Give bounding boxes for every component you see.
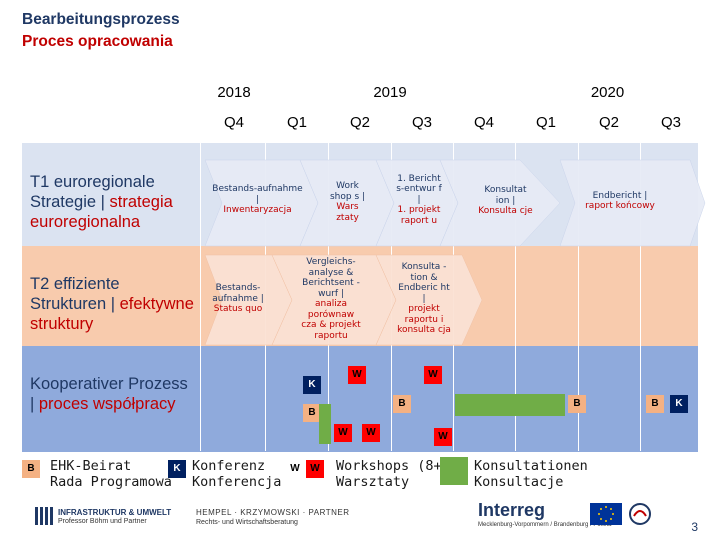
chevron-t1-d-de: Konsultat ion | [484,185,527,206]
row-label-t2: T2 effiziente Strukturen | efektywne str… [30,274,200,334]
eu-flag-icon [590,503,622,525]
logo-interreg: Interreg Mecklenburg-Vorpommern / Brande… [478,500,658,532]
marker-konferenz: K [670,395,688,413]
year-2018-box [205,78,263,108]
chevron-t2-b-pl: analiza porównaw cza & projekt raportu [301,299,361,341]
year-2018: 2018 [217,84,251,101]
euroregion-logo-shape [629,503,651,525]
chevron-t2-a-text: Bestands-aufnahme | Status quo [206,277,270,321]
chevron-t1-a-text: Bestands-aufnahme | Inwentaryzacja [210,180,305,220]
row-label-t1-de: T1 euroregionale Strategie | [30,173,155,211]
column-divider [578,143,579,451]
euroregion-logo-icon [628,502,652,526]
legend-konferenz-text: Konferenz Konferencja [192,458,282,490]
chevron-t1-e-de: Endbericht | [592,190,648,201]
chevron-t1-b-pl: Wars ztaty [336,202,359,223]
quarter-2020-q2: Q2 [598,114,619,131]
row-label-t2-pl: efektywne struktury [30,295,194,333]
chevron-t2-a-de: Bestands-aufnahme | [212,283,264,304]
chevron-t2-c-pl: projekt raportu i konsulta cja [397,304,451,336]
logo-hempel: HEMPEL · KRZYMOWSKI · PARTNER Rechts- un… [196,508,356,530]
marker-konferenz: K [303,376,321,394]
logo-infrastruktur-icon [35,507,53,525]
page-title-de: Bearbeitungsprozess [22,11,180,28]
chevron-t2-b-text: Vergleichs-analyse & Berichtsent -wurf |… [300,250,362,348]
legend-workshop-marker: W [306,460,324,478]
marker-workshop: W [334,424,352,442]
logo-infrastruktur-sub: Professor Böhm und Partner [58,518,147,525]
year-2020-box [517,78,698,108]
chevron-t2-c [375,254,483,346]
marker-beirat: B [568,395,586,413]
logo-hempel-title: HEMPEL · KRZYMOWSKI · PARTNER [196,508,350,517]
chevron-t1-b-text: Work shop s | Wars ztaty [325,172,370,232]
marker-beirat: B [303,404,321,422]
chevron-t1-c-text: 1. Bericht s-entwur f | 1. projekt rapor… [396,156,442,244]
legend-consultation-text: Konsultationen Konsultacje [474,458,588,490]
marker-workshop: W [424,366,442,384]
consultation-bar [455,394,565,416]
chevron-t1-c-pl: 1. projekt raport u [397,205,441,226]
chevron-t1-e [559,159,706,247]
logo-infrastruktur-title: INFRASTRUKTUR & UMWELT [58,508,172,517]
logo-infrastruktur: INFRASTRUKTUR & UMWELT Professor Böhm un… [34,506,184,528]
marker-workshop: W [362,424,380,442]
column-divider [200,143,201,451]
legend-consultation-marker [440,457,468,485]
chevron-t2-c-de: Konsulta -tion & Endberic ht | [398,262,450,304]
quarter-2019-q2: Q2 [349,114,370,131]
row-label-t1-pl: strategia euroregionalna [30,193,173,231]
legend-konferenz-marker: K [168,460,186,478]
quarter-2019-q3: Q3 [411,114,432,131]
chevron-t2-a-pl: Status quo [213,304,263,315]
row-label-k-de: Kooperativer Prozess | [30,375,188,413]
chevron-t1-a-pl: Inwentaryzacja [223,205,292,216]
chevron-t1-e-text: Endbericht | raport końcowy [578,183,662,219]
chevron-t1-b-de: Work shop s | [329,181,366,202]
quarter-2020-q1: Q1 [535,114,556,131]
quarter-2019-q1: Q1 [286,114,307,131]
marker-workshop: W [434,428,452,446]
chevron-t1-d-pl: Konsulta cje [478,206,533,217]
consultation-bar [319,404,331,444]
quarter-2020-q3: Q3 [660,114,681,131]
chevron-t1-d-text: Konsultat ion | Konsulta cje [478,178,533,224]
chevron-t1-c-de: 1. Bericht s-entwur f | [396,173,442,205]
eu-stars [598,506,614,522]
column-divider [640,143,641,451]
chevron-t1-d [439,159,561,247]
chevron-t2-b-de: Vergleichs-analyse & Berichtsent -wurf | [302,257,360,299]
legend-workshop-marker-k: W [286,460,304,478]
chevron-t1-a-de: Bestands-aufnahme | [212,184,303,205]
chevron-t2-c-text: Konsulta -tion & Endberic ht | projekt r… [396,255,452,343]
marker-workshop: W [348,366,366,384]
logo-hempel-sub: Rechts- und Wirtschaftsberatung [196,519,298,526]
year-2020: 2020 [590,84,625,101]
row-label-k-pl: proces współpracy [38,395,176,413]
page-number: 3 [691,520,698,534]
page-title-pl: Proces opracowania [22,33,173,50]
column-divider [515,143,516,451]
logo-interreg-sub: Mecklenburg-Vorpommern / Brandenburg / P… [478,522,612,528]
quarter-2018-q4: Q4 [223,114,244,131]
row-label-k: Kooperativer Prozess | proces współpracy [30,374,190,414]
quarter-2019-q4: Q4 [473,114,494,131]
row-label-t1: T1 euroregionale Strategie | strategia e… [30,172,200,232]
marker-beirat: B [646,395,664,413]
row-label-t2-de: T2 effiziente Strukturen | [30,275,120,313]
year-2019-box [268,78,512,108]
year-2019: 2019 [373,84,407,101]
marker-beirat: B [393,395,411,413]
logo-interreg-title: Interreg [478,500,546,520]
legend-workshop-text: Workshops (8+3) Warsztaty [336,458,458,490]
legend-beirat-marker: B [22,460,40,478]
chevron-t1-e-pl: raport końcowy [585,201,655,211]
legend-beirat-text: EHK-Beirat Rada Programowa [50,458,172,490]
